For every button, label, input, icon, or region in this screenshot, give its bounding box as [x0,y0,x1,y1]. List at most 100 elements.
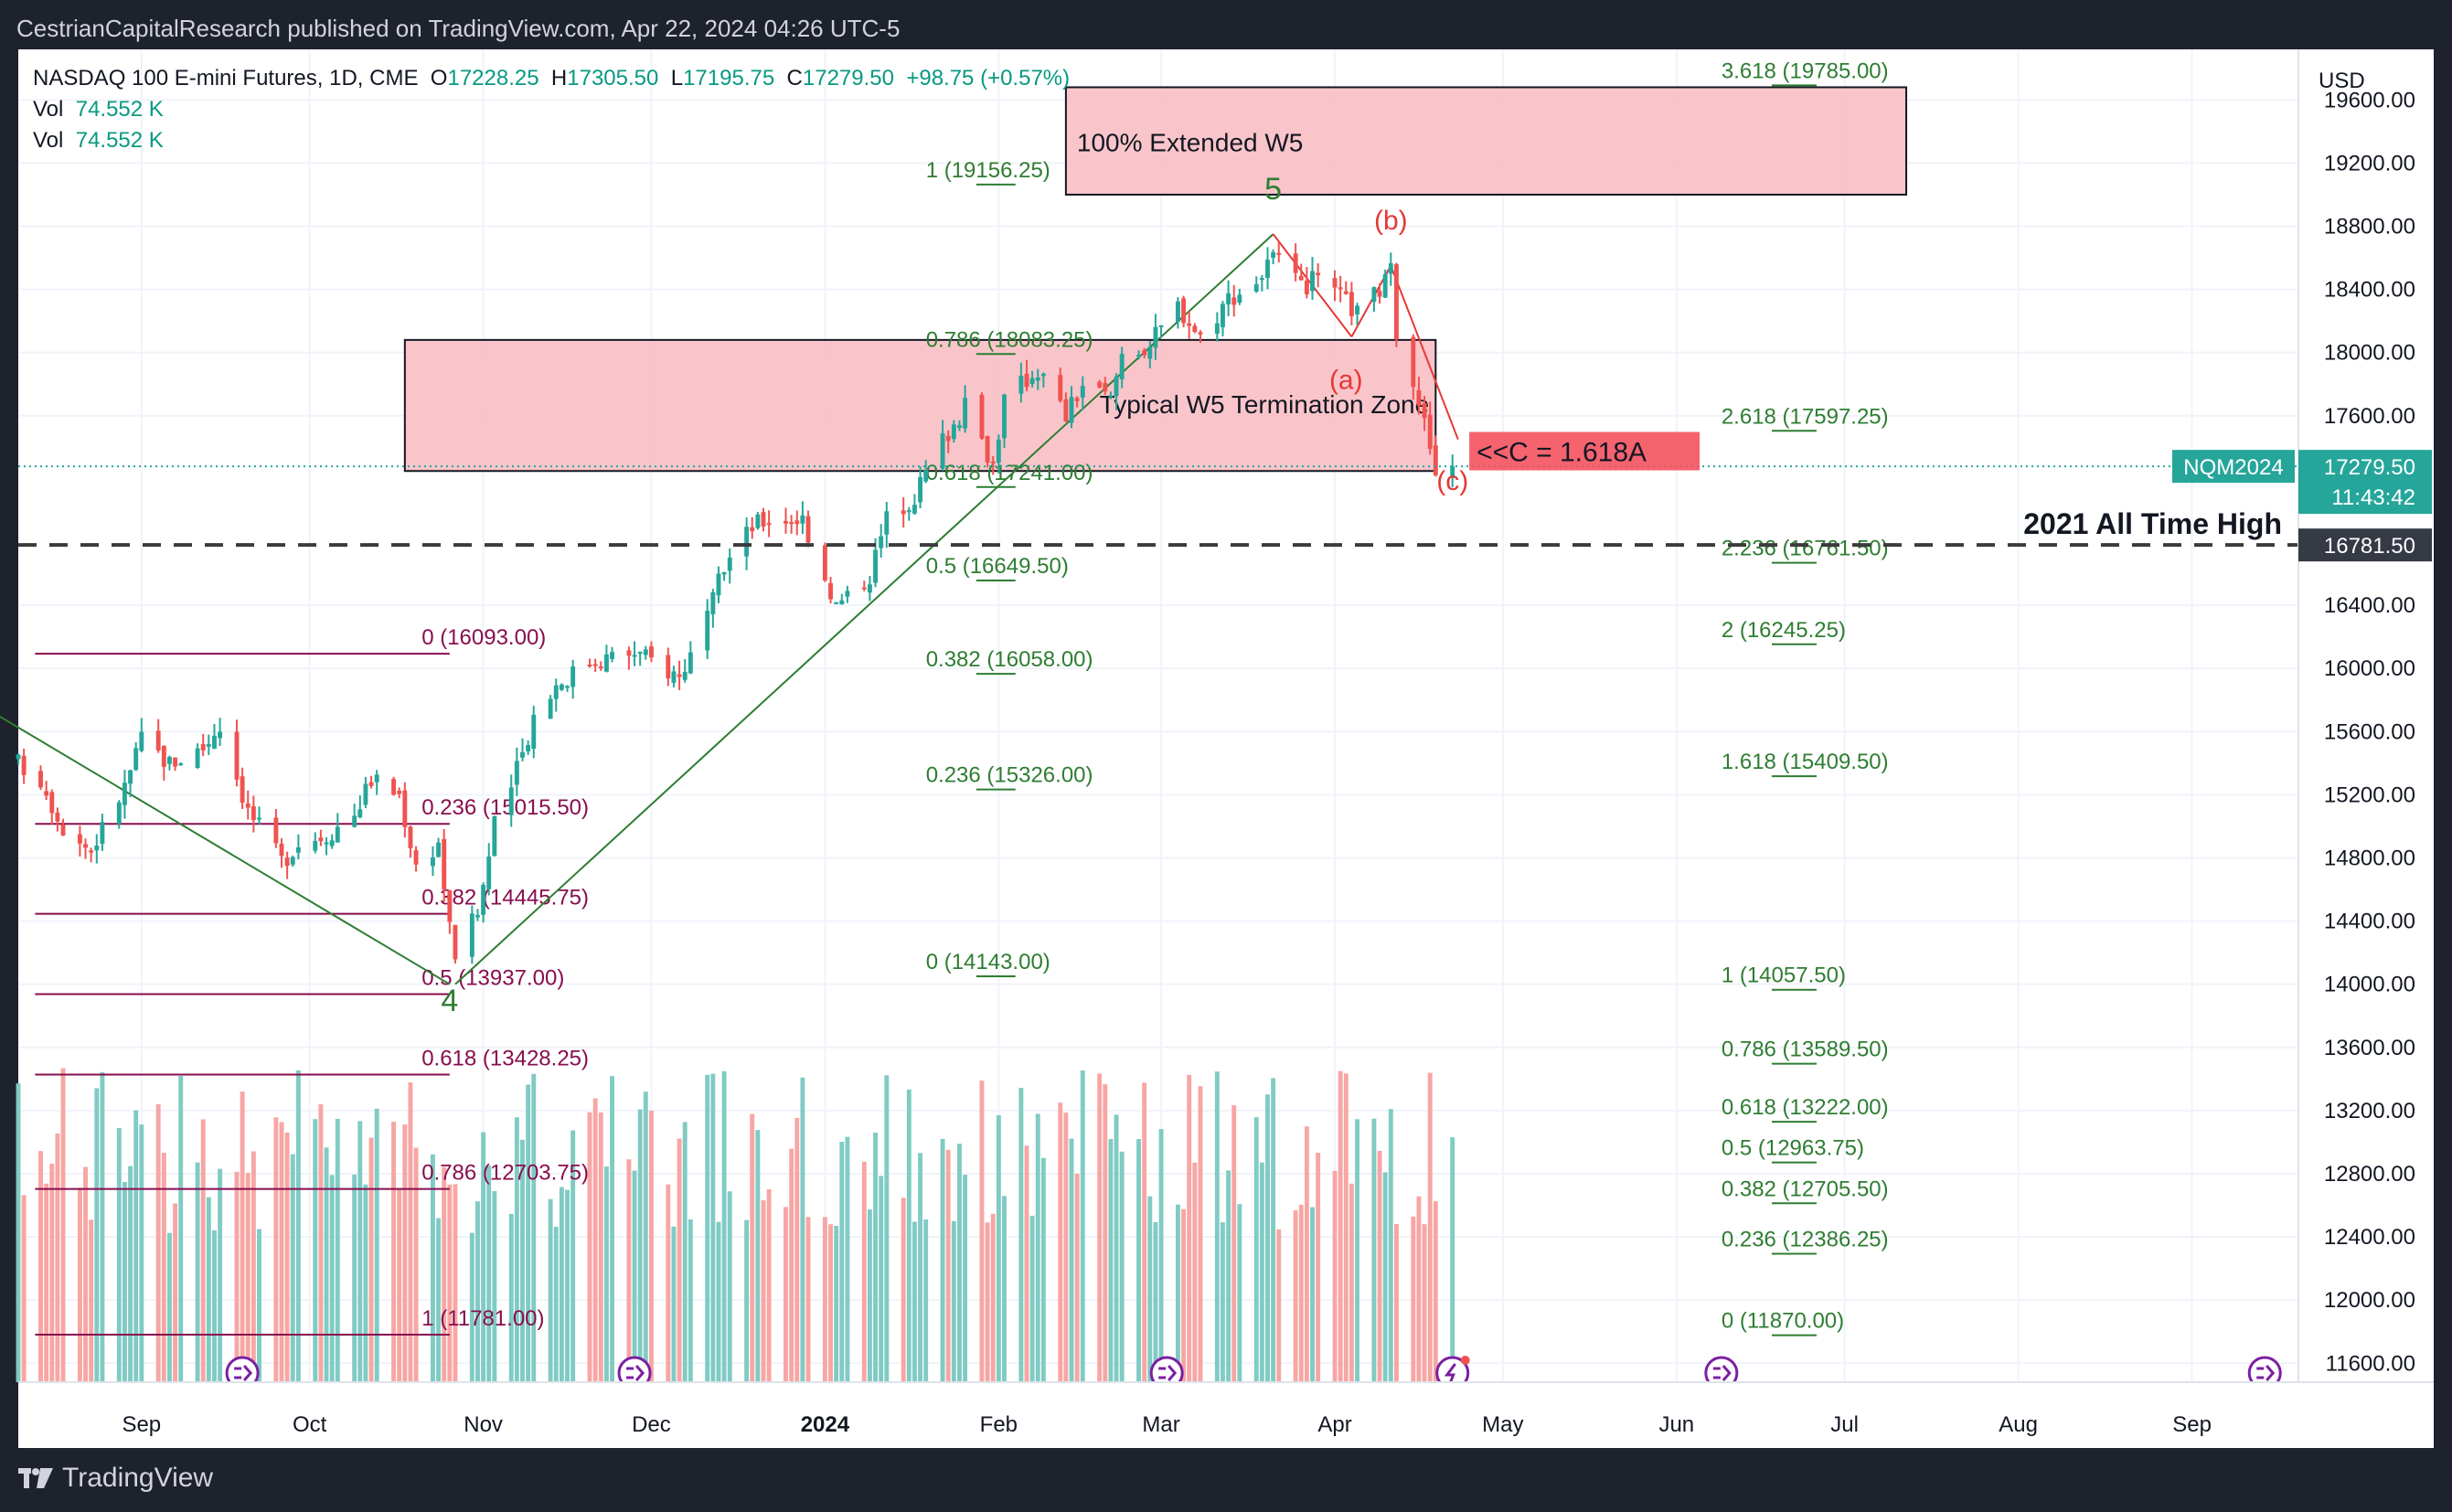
candle-body [329,840,335,847]
tradingview-logo[interactable]: TradingView [18,1463,213,1494]
x-tick-label: Sep [122,1412,161,1437]
candle-body [789,522,794,525]
candle-body [1298,275,1304,281]
fib-label-green: 0.236 (15326.00) [926,763,1093,788]
x-tick-label: Dec [632,1412,671,1437]
volume-bar [990,1213,996,1382]
volume-bar [985,1222,990,1382]
volume-bar [1237,1204,1242,1382]
candle-body [21,755,27,775]
volume-bar [1198,1086,1203,1382]
candle-body [178,763,184,766]
volume-bar [453,1184,458,1382]
candle-body [77,834,82,844]
annotations: 2021 All Time High <<C = 1.618A 5 4 (a) (b) (c… [18,172,2298,1390]
vol-value-2: 74.552 K [75,128,164,153]
candle-body [166,757,172,764]
volume-bar [789,1148,794,1382]
volume-bar [1316,1153,1321,1382]
x-tick-label: Feb [980,1412,1018,1437]
o-value: 17228.25 [447,66,539,91]
candle-body [637,652,643,655]
volume-bar [447,1184,453,1382]
candle-body [548,698,553,719]
candle-body [705,611,710,651]
candle-body [834,602,839,604]
volume-bar [514,1117,519,1382]
volume-bar [295,1070,301,1382]
ath-price-tag [2298,528,2432,562]
volume-bar [520,1139,525,1382]
candle-body [1377,291,1382,297]
volume-bar [442,1166,447,1382]
candle-body [94,846,100,851]
volume-bar [313,1119,318,1382]
callout-text: <<C = 1.618A [1477,438,1647,468]
symbol-name[interactable]: NASDAQ 100 E-mini Futures, 1D, CME [33,66,419,91]
wave-label: (b) [1374,206,1408,236]
candle-body [822,545,827,580]
volume-bar [195,1162,200,1382]
volume-bar [1276,1229,1282,1382]
candle-body [1221,303,1225,327]
candle-body [985,435,990,463]
volume-bar [1265,1094,1270,1382]
volume-bar [750,1113,755,1382]
chart-pane[interactable] [18,49,2434,1448]
volume-bar [329,1175,335,1382]
candle-body [744,527,750,557]
volume-bar [682,1122,688,1382]
candle-body [610,652,614,659]
volume-bar [431,1154,435,1382]
candle-body [1332,278,1338,288]
fib-label-green-right: 0.382 (12705.50) [1722,1177,1889,1201]
candle-body [200,743,206,751]
fib-label-green-right: 0.236 (12386.25) [1722,1227,1889,1251]
x-tick-label: Nov [464,1412,503,1437]
candle-body [632,655,637,657]
zone-box [403,338,1437,473]
volume-bar [839,1142,845,1382]
volume-bar [906,1089,912,1382]
lightning-icon [1444,1363,1456,1385]
volume-bar [1214,1071,1220,1382]
legend-row-vol: Vol 74.552 K [33,97,1070,128]
y-tick-label: 12400.00 [2324,1225,2415,1250]
candle-body [1074,398,1080,401]
candle-body [357,809,363,818]
candle-body [1231,297,1237,305]
fib-levels: 0 (16093.00) 0.236 (15015.50) 0.382 (14445… [35,59,1889,1336]
volume-bar [335,1118,340,1382]
volume-bar [912,1221,917,1382]
fib-label-purple: 0.618 (13428.25) [421,1046,589,1070]
volume-bar [257,1229,261,1382]
volume-bar [368,1137,374,1382]
volume-bar [957,1144,962,1382]
volume-bar [1069,1138,1074,1382]
candle-body [447,889,453,922]
volume-bar [1382,1172,1388,1382]
x-tick-label: Mar [1142,1412,1179,1437]
volume-bar [44,1183,49,1382]
candle-body [481,884,486,915]
fib-label-purple: 0.786 (12703.75) [421,1161,589,1186]
candle-body [979,394,985,439]
fib-label-green: 0 (14143.00) [926,950,1050,974]
volume-bar [279,1122,284,1382]
volume-bar [133,1110,139,1382]
volume-bar [1271,1078,1276,1382]
volume-bar [402,1124,408,1382]
wave-label: 5 [1264,172,1282,207]
y-tick-label: 14000.00 [2324,973,2415,997]
zone-label: 100% Extended W5 [1077,128,1304,156]
last-price-label: 17279.50 [2324,455,2415,480]
volume-bar [1226,1170,1231,1382]
volume-bar [1142,1082,1147,1382]
volume-bar [1074,1173,1080,1382]
countdown-label: 11:43:42 [2331,485,2415,510]
fib-label-green: 0.786 (18083.25) [926,327,1093,352]
candle-body [60,824,66,836]
y-tick-label: 13200.00 [2324,1099,2415,1123]
volume-bar [716,1221,721,1382]
